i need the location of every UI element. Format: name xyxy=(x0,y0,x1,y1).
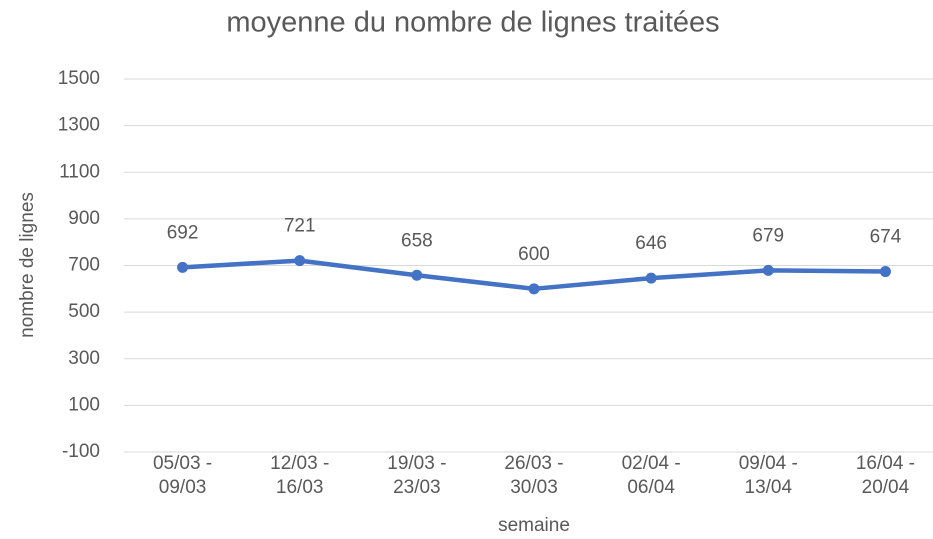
point-marker xyxy=(879,266,891,278)
x-tick-label: 16/04 - 20/04 xyxy=(855,453,915,498)
y-axis-title: nombre de lignes xyxy=(17,192,38,338)
x-tick-label: 02/04 - 06/04 xyxy=(621,453,681,498)
x-tick-label: 12/03 - 16/03 xyxy=(270,453,330,498)
data-label: 721 xyxy=(284,216,316,237)
y-tick-label: 1100 xyxy=(59,161,100,182)
y-tick-label: 500 xyxy=(68,301,100,322)
point-marker xyxy=(294,255,306,267)
data-label: 658 xyxy=(401,230,433,251)
y-tick-label: -100 xyxy=(62,441,100,462)
data-label: 674 xyxy=(870,227,902,248)
data-label: 600 xyxy=(518,244,550,265)
point-marker xyxy=(528,283,540,295)
x-tick-label: 26/03 - 30/03 xyxy=(504,453,564,498)
y-tick-label: 300 xyxy=(68,348,100,369)
chart-title: moyenne du nombre de lignes traitées xyxy=(226,7,719,39)
y-tick-label: 900 xyxy=(68,208,100,229)
y-tick-label: 1500 xyxy=(58,68,100,89)
y-tick-label: 1300 xyxy=(58,115,100,136)
x-tick-label: 09/04 - 13/04 xyxy=(738,453,798,498)
data-label: 692 xyxy=(167,222,199,243)
data-label: 679 xyxy=(752,225,784,246)
y-tick-label: 700 xyxy=(68,255,100,276)
x-tick-label: 19/03 - 23/03 xyxy=(387,453,447,498)
x-tick-label: 05/03 - 09/03 xyxy=(152,453,213,498)
point-marker xyxy=(177,261,189,273)
x-axis-title: semaine xyxy=(498,515,570,536)
point-marker xyxy=(411,269,423,281)
y-tick-label: 100 xyxy=(68,394,100,415)
point-marker xyxy=(762,264,774,276)
point-marker xyxy=(645,272,657,284)
data-label: 646 xyxy=(635,233,667,254)
